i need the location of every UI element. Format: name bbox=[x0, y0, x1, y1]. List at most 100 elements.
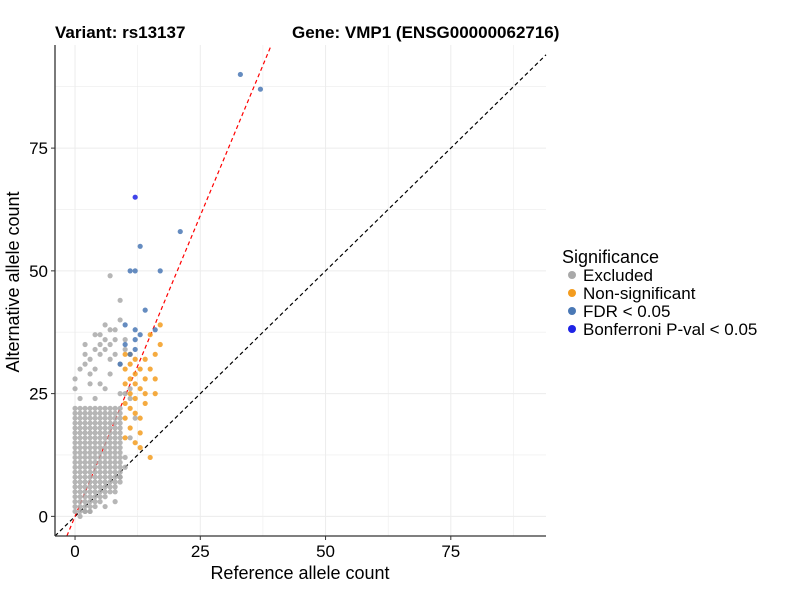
point-excluded bbox=[92, 464, 98, 470]
y-tick-label: 50 bbox=[29, 262, 48, 281]
point-excluded bbox=[72, 410, 78, 416]
point-excluded bbox=[72, 489, 78, 495]
point-excluded bbox=[87, 503, 93, 510]
point-excluded bbox=[87, 371, 93, 377]
point-excluded bbox=[97, 420, 103, 426]
point-excluded bbox=[97, 332, 103, 338]
point-excluded bbox=[92, 415, 98, 421]
point-excluded bbox=[107, 489, 113, 495]
point-non-significant bbox=[132, 440, 138, 446]
point-non-significant bbox=[157, 322, 163, 328]
point-non-significant bbox=[137, 386, 143, 392]
point-excluded bbox=[102, 337, 108, 343]
point-excluded bbox=[112, 351, 118, 357]
point-excluded bbox=[97, 494, 103, 500]
point-excluded bbox=[102, 425, 108, 431]
point-excluded bbox=[97, 410, 103, 416]
point-non-significant bbox=[132, 356, 138, 362]
point-excluded bbox=[102, 445, 108, 451]
point-excluded bbox=[112, 327, 118, 333]
point-excluded bbox=[82, 508, 88, 515]
point-excluded bbox=[72, 386, 78, 392]
point-excluded bbox=[77, 395, 83, 402]
point-non-significant bbox=[132, 371, 138, 377]
point-excluded bbox=[72, 494, 78, 500]
point-excluded bbox=[117, 391, 123, 397]
point-excluded bbox=[72, 454, 78, 461]
point-excluded bbox=[102, 405, 108, 411]
point-excluded bbox=[87, 464, 93, 470]
point-excluded bbox=[77, 445, 83, 451]
point-excluded bbox=[102, 479, 108, 485]
point-excluded bbox=[72, 435, 78, 441]
point-excluded bbox=[77, 484, 83, 490]
point-non-significant bbox=[157, 341, 163, 348]
point-excluded bbox=[117, 449, 123, 456]
point-excluded bbox=[102, 449, 108, 456]
point-non-significant bbox=[122, 366, 128, 372]
axes bbox=[54, 45, 546, 537]
point-excluded bbox=[77, 508, 83, 515]
point-excluded bbox=[117, 479, 123, 485]
data-points bbox=[72, 71, 264, 519]
point-excluded bbox=[102, 489, 108, 495]
point-excluded bbox=[132, 415, 138, 421]
point-excluded bbox=[87, 454, 93, 461]
x-tick-label: 75 bbox=[441, 542, 460, 561]
x-axis-title: Reference allele count bbox=[210, 563, 389, 583]
point-fdr-0-05 bbox=[152, 327, 158, 333]
point-excluded bbox=[97, 381, 103, 387]
point-non-significant bbox=[137, 415, 143, 421]
point-excluded bbox=[112, 489, 118, 495]
point-fdr-0-05 bbox=[127, 268, 133, 274]
point-excluded bbox=[87, 479, 93, 485]
point-excluded bbox=[107, 415, 113, 421]
point-excluded bbox=[82, 459, 88, 465]
point-excluded bbox=[82, 479, 88, 485]
point-excluded bbox=[107, 469, 113, 475]
point-excluded bbox=[87, 449, 93, 456]
point-excluded bbox=[97, 449, 103, 456]
point-fdr-0-05 bbox=[122, 322, 128, 328]
point-excluded bbox=[102, 469, 108, 475]
point-excluded bbox=[72, 445, 78, 451]
point-non-significant bbox=[132, 410, 138, 416]
point-fdr-0-05 bbox=[132, 337, 138, 343]
point-excluded bbox=[97, 464, 103, 470]
point-excluded bbox=[92, 474, 98, 480]
point-excluded bbox=[102, 454, 108, 461]
y-tick-label: 75 bbox=[29, 139, 48, 158]
point-excluded bbox=[87, 440, 93, 446]
point-non-significant bbox=[142, 376, 148, 382]
point-excluded bbox=[112, 445, 118, 451]
point-excluded bbox=[107, 273, 113, 279]
point-excluded bbox=[92, 425, 98, 431]
point-excluded bbox=[87, 508, 93, 515]
point-excluded bbox=[72, 459, 78, 465]
point-excluded bbox=[107, 459, 113, 465]
point-excluded bbox=[97, 430, 103, 436]
point-excluded bbox=[77, 474, 83, 480]
point-fdr-0-05 bbox=[132, 268, 138, 274]
point-non-significant bbox=[127, 376, 133, 382]
point-excluded bbox=[102, 494, 108, 500]
point-excluded bbox=[127, 395, 133, 402]
point-excluded bbox=[87, 484, 93, 490]
point-excluded bbox=[102, 430, 108, 436]
point-excluded bbox=[107, 445, 113, 451]
point-excluded bbox=[97, 445, 103, 451]
point-non-significant bbox=[127, 391, 133, 397]
x-tick-label: 50 bbox=[316, 542, 335, 561]
point-excluded bbox=[112, 405, 118, 411]
point-fdr-0-05 bbox=[157, 268, 163, 274]
point-excluded bbox=[87, 445, 93, 451]
point-excluded bbox=[122, 337, 128, 343]
point-excluded bbox=[117, 415, 123, 421]
chart-title-gene: Gene: VMP1 (ENSG00000062716) bbox=[292, 23, 559, 42]
point-excluded bbox=[77, 513, 83, 519]
point-excluded bbox=[87, 425, 93, 431]
point-non-significant bbox=[127, 361, 133, 367]
point-excluded bbox=[82, 420, 88, 426]
